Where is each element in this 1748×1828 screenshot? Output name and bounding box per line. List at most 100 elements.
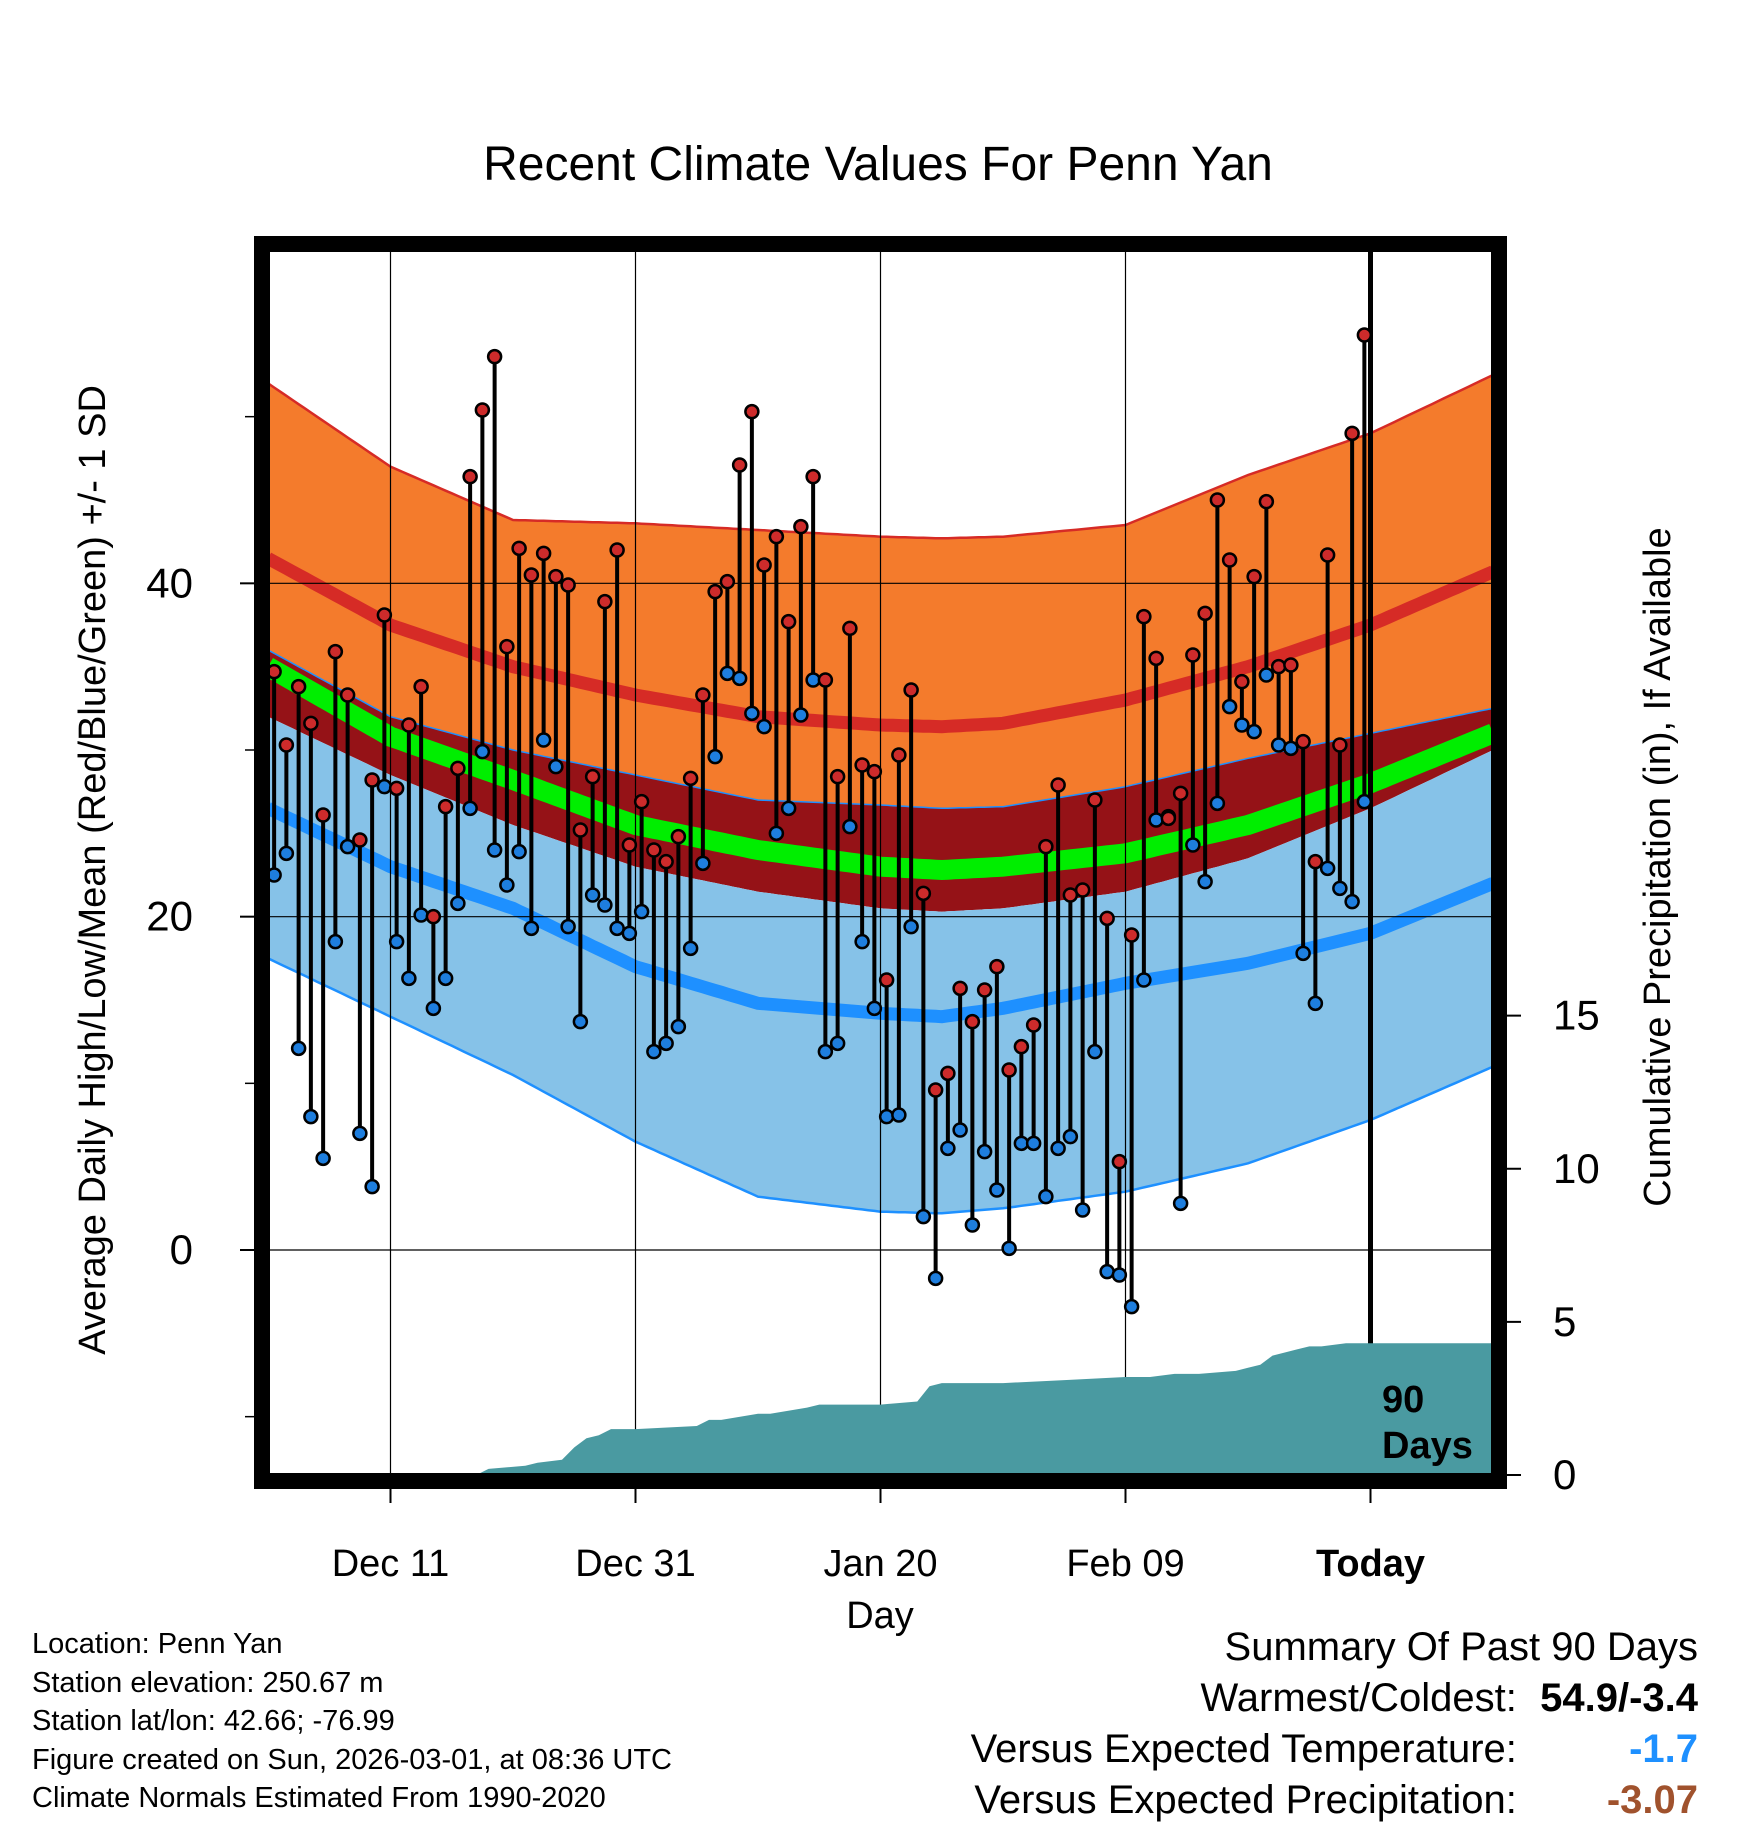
- daily-low-point: [1074, 1202, 1091, 1218]
- daily-high-point: [878, 972, 895, 988]
- daily-high-point: [1050, 777, 1066, 793]
- daily-high-point: [1197, 605, 1213, 622]
- daily-high-point: [940, 1065, 956, 1082]
- daily-high-point: [425, 908, 442, 925]
- daily-high-point: [842, 620, 858, 637]
- summary-panel: Summary Of Past 90 Days Warmest/Coldest:…: [971, 1622, 1698, 1826]
- daily-low-point: [437, 970, 454, 987]
- y-tick-label: 0: [170, 1226, 193, 1273]
- daily-high-point: [560, 577, 576, 593]
- daily-high-point: [1283, 657, 1299, 673]
- daily-high-point: [413, 678, 429, 695]
- daily-low-point: [499, 877, 515, 893]
- daily-low-point: [1111, 1267, 1128, 1283]
- daily-high-point: [695, 687, 711, 703]
- daily-low-point: [376, 778, 393, 795]
- daily-high-point: [339, 687, 356, 703]
- daily-high-point: [1148, 650, 1164, 667]
- daily-low-point: [1197, 873, 1213, 890]
- daily-low-point: [989, 1182, 1005, 1198]
- station-info: Location: Penn Yan Station elevation: 25…: [32, 1625, 672, 1818]
- daily-high-point: [352, 832, 368, 848]
- y2-tick-label: 15: [1553, 992, 1600, 1039]
- daily-high-point: [474, 402, 491, 418]
- daily-high-point: [670, 828, 687, 845]
- daily-low-point: [658, 1035, 674, 1052]
- daily-high-point: [891, 747, 907, 763]
- daily-low-point: [523, 920, 540, 937]
- daily-low-point: [940, 1140, 956, 1157]
- daily-low-point: [1136, 972, 1152, 988]
- x-tick-label: Feb 09: [1066, 1543, 1184, 1585]
- daily-low-point: [1344, 893, 1360, 910]
- warm-cold-value: 54.9/-3.4: [1540, 1676, 1698, 1720]
- daily-high-point: [1344, 425, 1360, 442]
- daily-low-point: [1185, 837, 1201, 853]
- x-axis-label: Day: [846, 1595, 914, 1637]
- precip-departure-row: Versus Expected Precipitation: -3.07: [971, 1775, 1698, 1826]
- daily-low-point: [511, 843, 527, 860]
- daily-low-point: [1025, 1135, 1042, 1152]
- daily-high-point: [927, 1082, 944, 1098]
- daily-low-point: [682, 940, 699, 957]
- daily-high-point: [1319, 547, 1336, 563]
- daily-high-point: [854, 757, 870, 773]
- daily-low-point: [1270, 737, 1287, 753]
- daily-low-point: [633, 903, 650, 920]
- daily-high-point: [646, 842, 662, 858]
- daily-low-point: [646, 1043, 662, 1060]
- daily-high-point: [290, 678, 307, 695]
- daily-high-point: [1025, 1017, 1042, 1033]
- daily-high-point: [1087, 792, 1103, 808]
- daily-high-point: [780, 613, 797, 630]
- daily-high-point: [1099, 910, 1115, 927]
- daily-high-point: [327, 643, 344, 660]
- daily-low-point: [976, 1143, 993, 1160]
- daily-high-point: [915, 885, 932, 902]
- daily-high-point: [303, 715, 319, 732]
- daily-high-point: [952, 980, 968, 997]
- daily-high-point: [744, 403, 760, 420]
- temp-departure-value: -1.7: [1629, 1727, 1698, 1771]
- daily-low-point: [927, 1270, 944, 1287]
- daily-low-point: [278, 845, 295, 862]
- daily-low-point: [462, 800, 478, 817]
- daily-high-point: [1074, 882, 1091, 898]
- daily-high-point: [486, 348, 503, 365]
- daily-low-point: [572, 1013, 589, 1030]
- daily-low-point: [915, 1208, 932, 1225]
- daily-low-point: [621, 925, 638, 942]
- y2-tick-label: 5: [1553, 1298, 1576, 1345]
- daily-low-point: [1209, 795, 1226, 812]
- daily-high-point: [401, 717, 417, 733]
- daily-high-point: [731, 457, 748, 473]
- daily-high-point: [768, 528, 785, 545]
- daily-low-point: [1319, 860, 1336, 877]
- daily-low-point: [866, 1000, 883, 1017]
- daily-low-point: [829, 1035, 846, 1052]
- daily-high-point: [1307, 853, 1324, 870]
- daily-low-point: [1356, 793, 1373, 810]
- daily-low-point: [1001, 1240, 1017, 1257]
- daily-high-point: [1270, 658, 1287, 675]
- daily-high-point: [1221, 552, 1238, 568]
- daily-high-point: [499, 638, 515, 655]
- daily-low-point: [1332, 880, 1348, 897]
- daily-high-point: [719, 573, 736, 590]
- temp-departure-label: Versus Expected Temperature:: [970, 1727, 1517, 1771]
- daily-high-point: [1038, 838, 1054, 855]
- latlon-text: Station lat/lon: 42.66; -76.99: [32, 1705, 395, 1737]
- daily-low-point: [450, 895, 466, 912]
- daily-high-point: [633, 793, 650, 810]
- warm-cold-row: Warmest/Coldest: 54.9/-3.4: [971, 1673, 1699, 1724]
- precip-departure-label: Versus Expected Precipitation:: [974, 1778, 1517, 1822]
- summary-title: Summary Of Past 90 Days: [1224, 1625, 1698, 1669]
- daily-high-point: [989, 958, 1005, 975]
- daily-low-point: [1246, 723, 1262, 740]
- daily-low-point: [401, 970, 417, 987]
- daily-low-point: [548, 758, 564, 775]
- daily-low-point: [1062, 1128, 1079, 1145]
- today-label-line1: 90: [1382, 1379, 1424, 1421]
- today-label-line2: Days: [1382, 1425, 1473, 1467]
- daily-high-point: [535, 545, 552, 562]
